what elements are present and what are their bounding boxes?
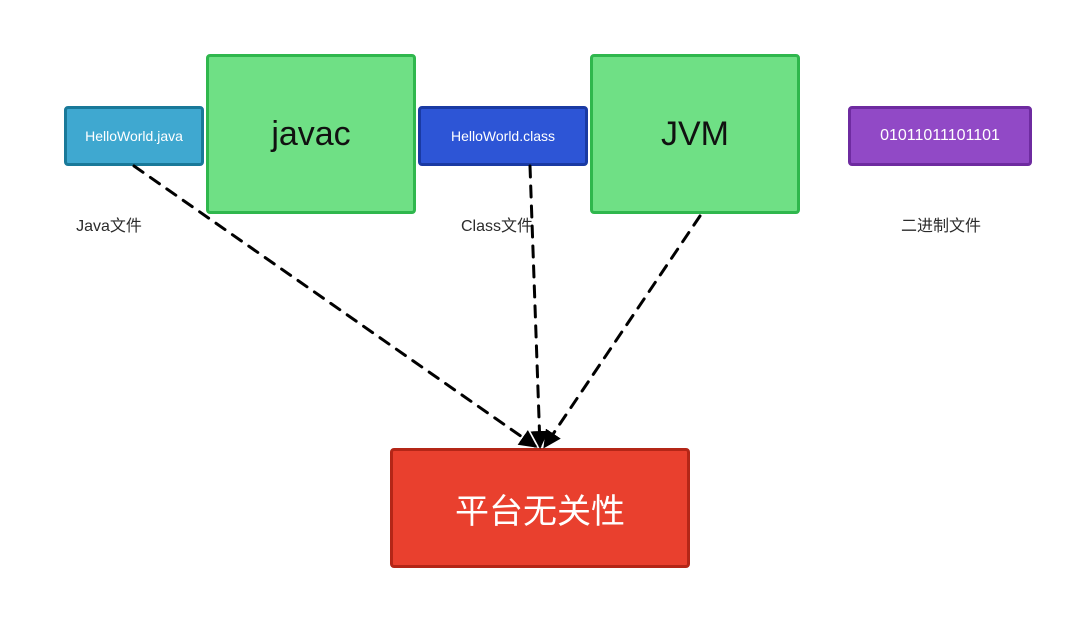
node-java-file-label: HelloWorld.java: [85, 128, 183, 144]
caption-java-file: Java文件: [76, 212, 142, 236]
node-platform-label: 平台无关性: [455, 484, 625, 533]
node-binary: 01011011101101: [848, 106, 1032, 166]
node-jvm: JVM: [590, 54, 800, 214]
caption-binary: 二进制文件: [901, 212, 981, 236]
caption-class-file: Class文件: [461, 212, 533, 236]
node-platform: 平台无关性: [390, 448, 690, 568]
node-jvm-label: JVM: [661, 115, 729, 154]
node-class-file-label: HelloWorld.class: [451, 128, 555, 144]
node-java-file: HelloWorld.java: [64, 106, 204, 166]
node-binary-label: 01011011101101: [880, 127, 1000, 145]
node-javac: javac: [206, 54, 416, 214]
node-class-file: HelloWorld.class: [418, 106, 588, 166]
node-javac-label: javac: [271, 115, 350, 154]
